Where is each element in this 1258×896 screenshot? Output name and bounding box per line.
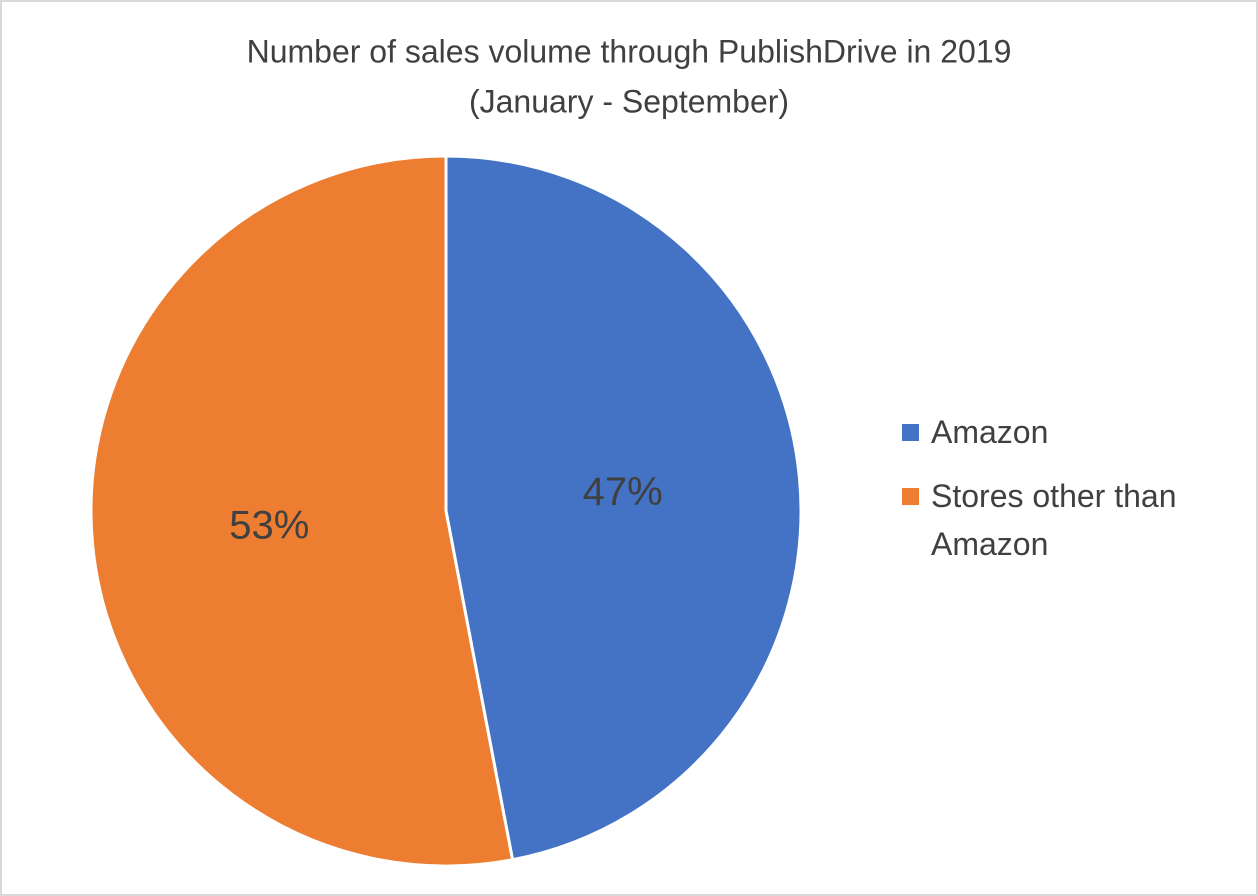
pie-slice [89, 154, 515, 868]
legend-item: Amazon [902, 408, 1242, 456]
legend-swatch [902, 488, 919, 505]
chart-title: Number of sales volume through PublishDr… [247, 33, 1012, 69]
data-label: 47% [583, 470, 663, 514]
legend-label: Stores other than Amazon [931, 478, 1177, 562]
data-label: 53% [229, 503, 309, 547]
legend: Amazon Stores other than Amazon [902, 408, 1242, 584]
pie-slice [444, 154, 803, 862]
chart-subtitle: (January - September) [469, 83, 789, 119]
legend-item: Stores other than Amazon [902, 472, 1242, 568]
legend-swatch [902, 424, 919, 441]
legend-label: Amazon [931, 414, 1049, 450]
